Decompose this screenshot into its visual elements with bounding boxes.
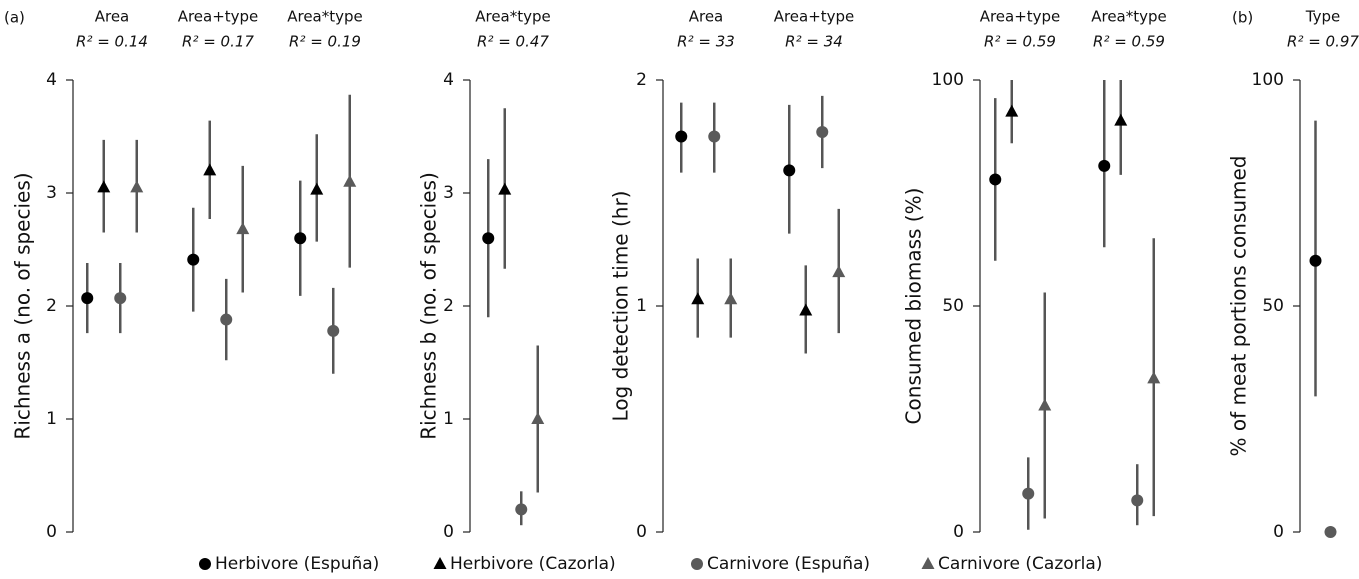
model-fit: R² = 0.19 (289, 33, 361, 51)
y-tick-label: 4 (46, 70, 57, 90)
legend-marker (691, 558, 703, 570)
triangle-marker (343, 174, 357, 187)
y-tick-label: 0 (443, 522, 454, 542)
panel-label: (b) (1232, 9, 1253, 27)
y-tick-label: 50 (1262, 296, 1284, 316)
circle-marker (675, 130, 688, 143)
y-tick-label: 1 (636, 296, 647, 316)
triangle-marker (203, 163, 217, 176)
circle-marker (1131, 494, 1144, 507)
circle-marker (1309, 254, 1322, 267)
circle-marker (1098, 159, 1111, 172)
triangle-marker (130, 180, 144, 193)
y-tick-label: 3 (443, 183, 454, 203)
y-tick-label: 0 (1273, 522, 1284, 542)
model-fit: R² = 0.14 (76, 33, 148, 51)
circle-marker (783, 164, 796, 177)
model-fit: R² = 0.59 (1093, 33, 1165, 51)
y-axis-label: Consumed biomass (%) (902, 188, 926, 425)
legend-label: Herbivore (Cazorla) (450, 554, 616, 574)
legend-marker (921, 557, 935, 569)
model-fit: R² = 0.47 (477, 33, 549, 51)
legend-marker (199, 558, 211, 570)
triangle-marker (691, 292, 705, 305)
y-tick-label: 2 (46, 296, 57, 316)
circle-marker (114, 292, 127, 305)
circle-marker (187, 253, 200, 266)
triangle-marker (1005, 104, 1019, 117)
y-tick-label: 2 (443, 296, 454, 316)
triangle-marker (1114, 113, 1128, 126)
circle-marker (81, 292, 94, 305)
y-tick-label: 0 (636, 522, 647, 542)
model-name: Area (689, 8, 724, 26)
panel-label: (a) (4, 9, 25, 27)
y-tick-label: 1 (443, 409, 454, 429)
model-name: Area+type (980, 8, 1061, 26)
triangle-marker (97, 180, 111, 193)
model-name: Area+type (178, 8, 259, 26)
model-name: Area*type (475, 8, 551, 26)
circle-marker (482, 232, 495, 245)
circle-marker (708, 130, 721, 143)
y-axis-label: Log detection time (hr) (609, 191, 633, 422)
model-name: Area*type (287, 8, 363, 26)
y-tick-label: 0 (953, 522, 964, 542)
model-name: Area*type (1091, 8, 1167, 26)
y-tick-label: 100 (932, 70, 964, 90)
legend-label: Carnivore (Espuña) (707, 554, 870, 574)
triangle-marker (832, 265, 846, 278)
circle-marker (515, 503, 528, 516)
circle-marker (989, 173, 1002, 186)
triangle-marker (236, 222, 250, 235)
triangle-marker (724, 292, 738, 305)
y-tick-label: 50 (942, 296, 964, 316)
y-axis-label: Richness b (no. of species) (417, 172, 441, 440)
model-name: Area+type (774, 8, 855, 26)
legend-label: Herbivore (Espuña) (215, 554, 379, 574)
model-fit: R² = 34 (785, 33, 843, 51)
triangle-marker (1038, 398, 1052, 411)
model-name: Type (1305, 8, 1340, 26)
y-axis-label: % of meat portions consumed (1227, 156, 1251, 457)
model-fit: R² = 0.97 (1287, 33, 1359, 51)
circle-marker (1324, 526, 1337, 538)
y-tick-label: 100 (1252, 70, 1284, 90)
y-tick-label: 4 (443, 70, 454, 90)
model-name: Area (95, 8, 130, 26)
model-fit: R² = 33 (677, 33, 735, 51)
circle-marker (220, 313, 233, 326)
triangle-marker (531, 412, 545, 424)
y-tick-label: 1 (46, 409, 57, 429)
y-tick-label: 3 (46, 183, 57, 203)
circle-marker (327, 324, 340, 337)
model-fit: R² = 0.59 (984, 33, 1056, 51)
y-tick-label: 2 (636, 70, 647, 90)
legend-marker (433, 557, 447, 569)
model-fit: R² = 0.17 (182, 33, 254, 51)
circle-marker (816, 125, 829, 138)
triangle-marker (498, 182, 512, 195)
circle-marker (294, 232, 307, 245)
triangle-marker (310, 182, 324, 195)
circle-marker (1022, 487, 1035, 500)
legend-label: Carnivore (Cazorla) (938, 554, 1102, 574)
y-axis-label: Richness a (no. of species) (11, 172, 35, 439)
y-tick-label: 0 (46, 522, 57, 542)
triangle-marker (1147, 371, 1161, 384)
triangle-marker (799, 303, 813, 316)
